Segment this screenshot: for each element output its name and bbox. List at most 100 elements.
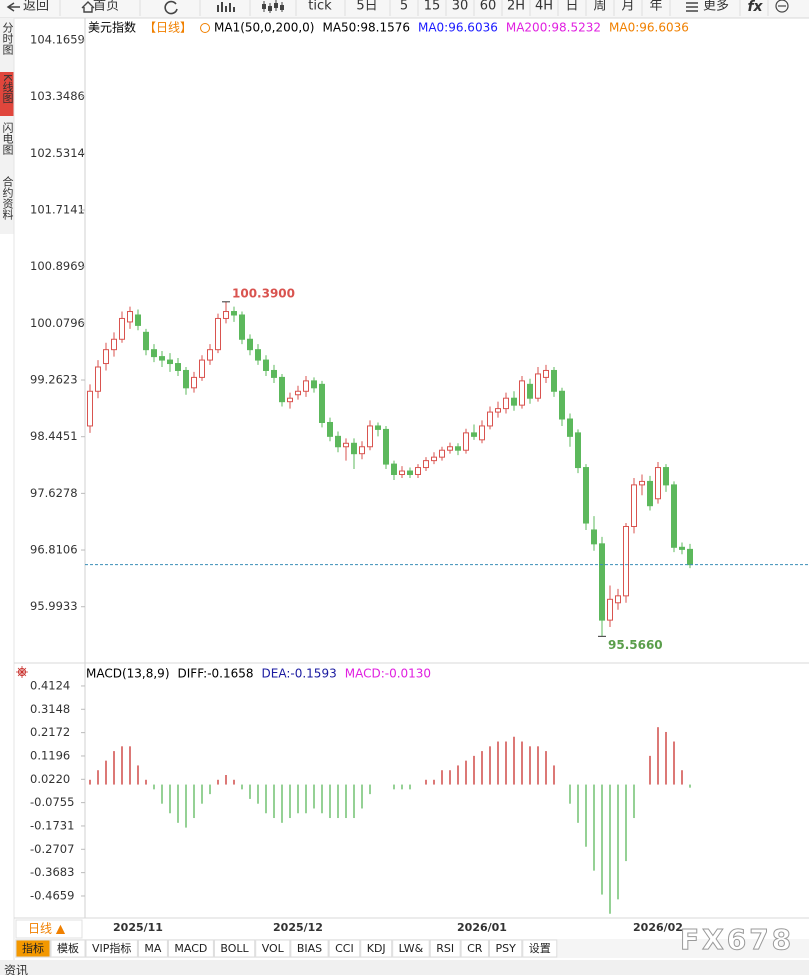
sidebar-tab[interactable]: K线图 [1, 74, 14, 104]
x-tick-label: 2025/12 [273, 921, 323, 934]
candle-body [247, 338, 253, 351]
candle-body [615, 595, 621, 604]
tab-label: CCI [335, 942, 354, 955]
candle-body [671, 484, 677, 548]
tab-button[interactable] [328, 939, 361, 958]
tab-button[interactable] [522, 939, 558, 958]
y-tick-label: 104.1659 [30, 32, 85, 46]
candle-body [327, 421, 333, 437]
candle-body [375, 425, 381, 430]
tab-button[interactable] [255, 939, 291, 958]
candle-body [591, 529, 597, 545]
toolbar-button[interactable]: 30 [452, 0, 469, 14]
sidebar-tab[interactable]: 分时图 [1, 22, 14, 56]
candle-body [295, 390, 301, 396]
toolbar-button[interactable]: 日 [565, 0, 578, 14]
candle-body [519, 380, 525, 406]
period-icon [200, 23, 211, 33]
y-tick-label: 0.4124 [30, 678, 70, 692]
tab-button[interactable] [460, 939, 489, 958]
timeframe-select[interactable] [15, 919, 83, 939]
toolbar-button[interactable]: 年 [649, 0, 662, 14]
candle-body [191, 376, 197, 389]
candle-body [479, 425, 485, 441]
tab-button[interactable] [213, 939, 256, 958]
tab-button[interactable] [137, 939, 168, 958]
candle-body [407, 470, 413, 475]
y-tick-label: 100.8969 [30, 259, 85, 273]
candle-body [359, 446, 365, 455]
candle-body [135, 314, 141, 326]
low-label: 95.5660 [608, 638, 663, 652]
tab-button[interactable] [15, 939, 51, 958]
tab-button[interactable] [392, 939, 430, 958]
candle-body [527, 383, 533, 399]
candle-body [183, 369, 189, 389]
candle-body [575, 432, 581, 469]
candle-body [335, 435, 341, 448]
tab-button[interactable] [50, 939, 86, 958]
toolbar-button[interactable]: 5日 [356, 0, 377, 14]
footer-tab[interactable]: 资讯 [4, 964, 28, 975]
toolbar-separators [59, 0, 769, 16]
toolbar-button[interactable]: 2H [507, 0, 525, 14]
candle-body [87, 390, 93, 427]
sidebar-tab[interactable]: 闪电图 [1, 121, 14, 156]
indicator-label: MA1(50,0,200,0) [214, 21, 314, 35]
y-tick-label: -0.3683 [30, 865, 74, 879]
candle-body [279, 376, 285, 403]
refresh-icon[interactable] [164, 0, 178, 15]
toolbar-button[interactable]: 返回 [23, 0, 49, 14]
toolbar-button[interactable]: 周 [593, 0, 606, 14]
candle-body [231, 311, 237, 316]
formula-button[interactable]: fx [747, 0, 763, 15]
sidebar-tab[interactable]: 合约资料 [1, 175, 14, 221]
tab-button[interactable] [167, 939, 214, 958]
candle-body [255, 349, 261, 361]
candle-body [215, 317, 221, 351]
tab-button[interactable] [85, 939, 138, 958]
candle-body [319, 383, 325, 423]
candle-body [551, 369, 557, 392]
candle-body [495, 408, 501, 413]
candle-body [471, 432, 477, 437]
footer-bar [0, 960, 809, 975]
toolbar-button[interactable]: 5 [400, 0, 408, 14]
zoom-out-icon[interactable] [775, 0, 789, 13]
indicator-title: MACD(13,8,9) [86, 667, 170, 681]
candle-body [351, 442, 357, 455]
toolbar-button[interactable]: 首页 [93, 0, 119, 14]
tab-button[interactable] [290, 939, 329, 958]
candle-body [199, 359, 205, 378]
candle-body [383, 428, 389, 465]
candle-body [607, 598, 613, 621]
candle-body [111, 338, 117, 351]
y-tick-label: 0.0220 [30, 772, 70, 786]
candle-body [119, 317, 125, 340]
legend-entry: DIFF:-0.1658 [178, 667, 254, 681]
candle-body [631, 484, 637, 527]
candle-body [311, 380, 317, 389]
candle-body [639, 480, 645, 486]
y-tick-label: 95.9933 [30, 599, 78, 613]
timeframe-label[interactable]: 日线 ▲ [28, 922, 66, 936]
tab-button[interactable] [488, 939, 523, 958]
candle-body [263, 359, 269, 371]
candle-body [391, 463, 397, 475]
toolbar-button[interactable]: 15 [424, 0, 441, 14]
toolbar-button[interactable]: tick [308, 0, 332, 14]
toolbar-button[interactable]: 月 [621, 0, 634, 14]
candle-body [95, 366, 101, 392]
tab-button[interactable] [429, 939, 461, 958]
sidebar-active [0, 72, 14, 116]
tab-label: VIP指标 [92, 941, 131, 955]
toolbar-button[interactable]: 更多 [703, 0, 729, 14]
candle-body [167, 359, 173, 365]
chart-icon[interactable] [217, 2, 235, 12]
toolbar-button[interactable]: 4H [535, 0, 553, 14]
toolbar-button[interactable]: 60 [480, 0, 497, 14]
tab-button[interactable] [360, 939, 393, 958]
y-tick-label: 98.4451 [30, 429, 78, 443]
tab-label: LW& [399, 942, 424, 955]
